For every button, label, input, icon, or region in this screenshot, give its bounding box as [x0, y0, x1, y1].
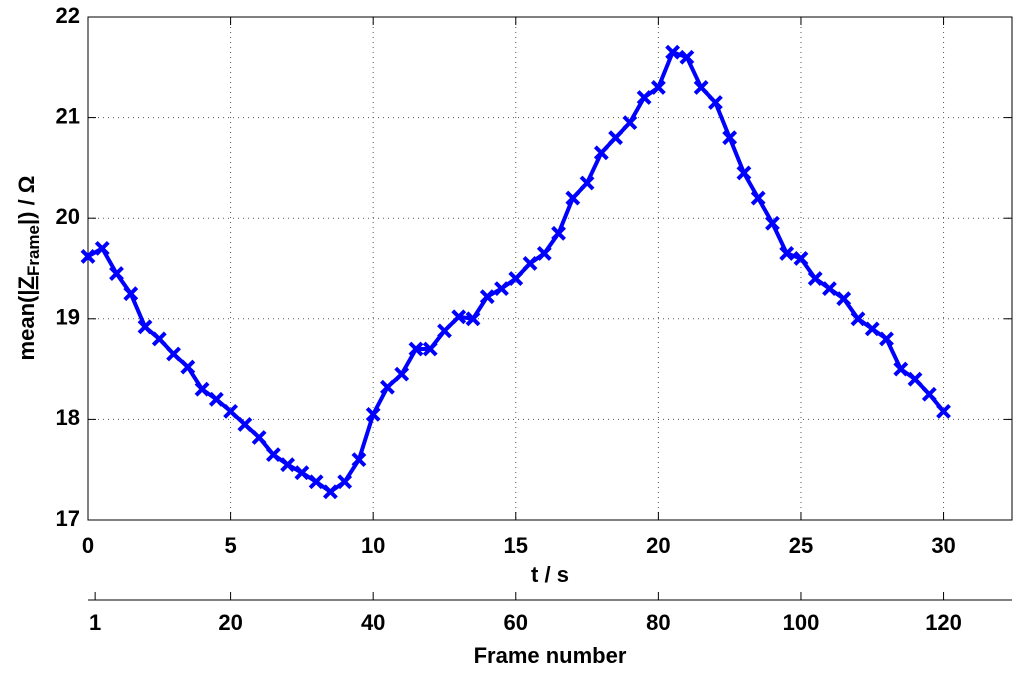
marker [679, 49, 695, 65]
marker [893, 361, 909, 377]
y-tick-label: 20 [56, 204, 80, 229]
y-tick-label: 17 [56, 506, 80, 531]
marker [722, 130, 738, 146]
x2-tick-label: 60 [504, 610, 528, 635]
x2-tick-label: 80 [646, 610, 670, 635]
marker [622, 115, 638, 131]
marker [380, 379, 395, 395]
marker [166, 346, 181, 362]
marker [736, 165, 752, 181]
marker [351, 452, 367, 468]
marker [280, 457, 296, 473]
x-axis-label: t / s [531, 562, 569, 587]
marker [294, 465, 310, 481]
marker [80, 249, 96, 264]
y-tick-label: 22 [56, 3, 80, 28]
marker [451, 309, 467, 325]
x2-tick-label: 40 [361, 610, 385, 635]
marker [921, 386, 937, 402]
x-tick-label: 15 [504, 533, 528, 558]
x-tick-label: 20 [646, 533, 670, 558]
y-tick-label: 21 [56, 103, 80, 128]
marker [365, 406, 381, 422]
x2-tick-label: 120 [925, 610, 962, 635]
y-label-sub: Frame [24, 225, 43, 276]
x-tick-label: 25 [789, 533, 813, 558]
y-axis-label: mean(|ZFrame|) / Ω [14, 176, 44, 361]
marker [94, 240, 110, 256]
marker [850, 311, 866, 327]
marker [807, 271, 823, 286]
marker [265, 447, 281, 463]
marker [907, 371, 923, 387]
marker [494, 281, 509, 297]
marker [422, 341, 438, 357]
y-label-start: mean(| [14, 290, 39, 361]
marker [508, 271, 524, 286]
marker [822, 281, 837, 297]
marker [636, 90, 652, 105]
marker [593, 145, 609, 161]
marker [765, 215, 780, 231]
marker [322, 484, 338, 500]
marker [109, 266, 124, 281]
marker [223, 403, 239, 419]
x2-tick-label: 100 [783, 610, 820, 635]
marker [650, 80, 666, 95]
x2-tick-label: 20 [218, 610, 242, 635]
marker [137, 319, 153, 335]
marker [308, 474, 324, 490]
marker [437, 323, 452, 339]
x-tick-label: 30 [931, 533, 955, 558]
marker [579, 175, 595, 191]
marker [208, 391, 224, 407]
marker [465, 311, 481, 327]
marker [180, 359, 196, 375]
marker [608, 130, 624, 146]
y-label-end: |) / Ω [14, 176, 39, 225]
x-tick-label: 0 [82, 533, 94, 558]
marker [551, 225, 566, 241]
marker [522, 256, 538, 271]
marker [123, 286, 139, 302]
marker [479, 289, 495, 305]
marker [750, 190, 766, 206]
marker [394, 366, 410, 382]
marker [337, 474, 353, 490]
marker [793, 251, 809, 266]
marker [836, 291, 852, 307]
x-tick-label: 5 [224, 533, 236, 558]
marker [194, 381, 210, 397]
marker [665, 44, 681, 60]
y-tick-label: 19 [56, 305, 80, 330]
x-tick-label: 10 [361, 533, 385, 558]
marker [237, 417, 253, 432]
y-label-z: Z [14, 276, 39, 289]
marker [565, 190, 581, 206]
marker [864, 321, 880, 337]
marker [251, 430, 267, 445]
x2-tick-label: 1 [89, 610, 101, 635]
marker [707, 95, 723, 110]
marker [779, 245, 795, 261]
marker [693, 80, 709, 95]
marker [536, 245, 552, 261]
x2-axis-label: Frame number [474, 643, 627, 668]
marker [936, 403, 951, 419]
y-tick-label: 18 [56, 405, 80, 430]
plot-frame [87, 16, 1013, 521]
marker [151, 331, 167, 347]
marker [408, 341, 424, 357]
marker [879, 331, 894, 347]
